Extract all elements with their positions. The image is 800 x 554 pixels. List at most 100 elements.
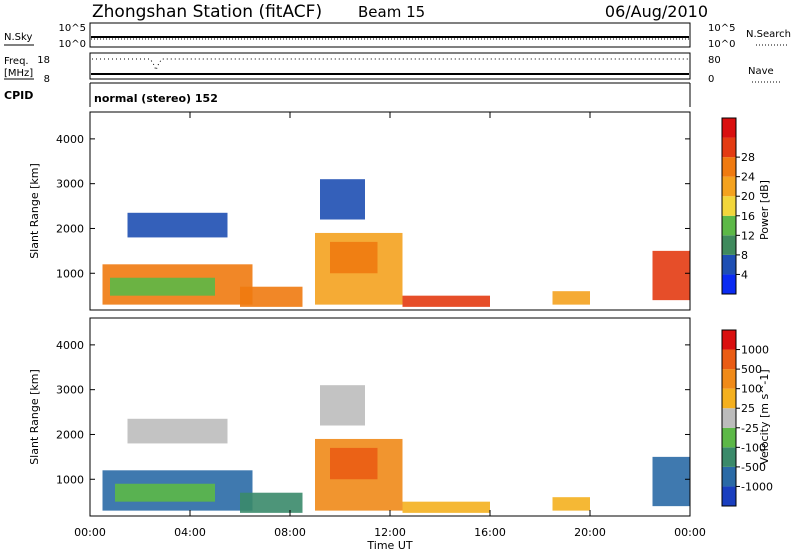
power-colorbar-swatch	[722, 254, 736, 275]
freq-left-tick-bottom: 8	[44, 74, 50, 85]
power-colorbar-tick-label: 8	[741, 249, 748, 262]
power-ylabel: Slant Range [km]	[28, 163, 41, 259]
station-title: Zhongshan Station (fitACF)	[92, 2, 322, 22]
power-colorbar-swatch	[722, 137, 736, 158]
velocity-data-region	[652, 456, 690, 507]
time-tick-label: 16:00	[474, 526, 506, 539]
velocity-colorbar-tick-label: -100	[741, 441, 766, 454]
velocity-data-regions	[102, 385, 690, 513]
time-tick-label: 04:00	[174, 526, 206, 539]
velocity-colorbar-tick-label: 100	[741, 383, 762, 396]
velocity-ytick-label: 4000	[56, 339, 84, 352]
power-colorbar: 4 8 12 16 20 24 28	[721, 117, 755, 295]
power-colorbar-swatch	[722, 235, 736, 255]
velocity-colorbar: 1000 500 100 25 -25 -100 -500 -1000	[721, 329, 773, 507]
velocity-colorbar-swatch	[722, 486, 736, 506]
velocity-ytick-label: 2000	[56, 428, 84, 441]
freq-panel: Freq. [MHz] 18 8 80 0 Nave CPID	[4, 52, 780, 102]
velocity-data-region	[330, 447, 378, 480]
velocity-data-region	[402, 501, 490, 513]
power-panel: 1000 2000 3000 4000 Slant Range [km] 4 8 12 16…	[28, 111, 771, 311]
power-colorbar-label: Power [dB]	[758, 180, 771, 240]
freq-panel-frame	[89, 52, 691, 80]
power-ytick-label: 1000	[56, 267, 84, 280]
power-ytick-label: 2000	[56, 222, 84, 235]
power-colorbar-tick-label: 24	[741, 171, 755, 184]
freq-label-line2: [MHz]	[4, 68, 33, 79]
noise-sky-label: N.Sky	[4, 32, 32, 43]
beam-label: Beam 15	[358, 3, 425, 21]
nave-label: Nave	[748, 66, 774, 77]
noise-left-tick-top: 10^5	[59, 23, 86, 34]
date-label: 06/Aug/2010	[605, 2, 708, 21]
cpid-panel: normal (stereo) 152	[89, 82, 691, 107]
velocity-colorbar-swatch	[722, 388, 736, 409]
power-data-region	[240, 286, 303, 307]
power-colorbar-swatch	[722, 157, 736, 177]
freq-right-tick-top: 80	[708, 55, 721, 66]
power-data-region	[110, 277, 215, 296]
velocity-colorbar-tick-label: -500	[741, 461, 766, 474]
velocity-ytick-label: 3000	[56, 384, 84, 397]
freq-label-line1: Freq.	[4, 56, 29, 67]
time-tick-label: 12:00	[374, 526, 406, 539]
velocity-colorbar-label: Velocity [m s^-1]	[758, 369, 771, 464]
velocity-colorbar-swatch	[722, 447, 736, 467]
power-data-region	[330, 241, 378, 274]
time-tick-label: 08:00	[274, 526, 306, 539]
velocity-colorbar-swatch	[722, 349, 736, 370]
power-colorbar-tick-label: 28	[741, 151, 755, 164]
power-data-region	[652, 250, 690, 301]
velocity-colorbar-tick-label: 1000	[741, 344, 769, 357]
freq-right-tick-bottom: 0	[708, 74, 714, 85]
noise-right-tick-bottom: 10^0	[708, 39, 735, 50]
velocity-ylabel: Slant Range [km]	[28, 369, 41, 465]
power-colorbar-border	[721, 117, 737, 295]
noise-panel-frame	[89, 22, 691, 48]
power-data-region	[127, 212, 228, 238]
time-tick-label: 20:00	[574, 526, 606, 539]
power-colorbar-tick-label: 12	[741, 229, 755, 242]
power-colorbar-swatch	[722, 215, 736, 236]
noise-panel: N.Sky 10^5 10^0 10^5 10^0 N.Search	[4, 22, 791, 50]
freq-left-tick-top: 18	[37, 55, 50, 66]
power-y-axis: 1000 2000 3000 4000	[56, 133, 690, 280]
power-data-region	[402, 295, 490, 307]
velocity-data-region	[240, 492, 303, 513]
velocity-colorbar-tick-label: 25	[741, 402, 755, 415]
power-colorbar-swatch	[722, 176, 736, 197]
cpid-label: CPID	[4, 89, 33, 102]
velocity-y-axis: 1000 2000 3000 4000	[56, 339, 690, 486]
cpid-text: normal (stereo) 152	[94, 92, 218, 105]
velocity-colorbar-swatch	[722, 330, 736, 350]
power-ytick-label: 4000	[56, 133, 84, 146]
velocity-panel: 1000 2000 3000 4000 00:00 04:00 08:00 12:00 16:…	[28, 112, 773, 552]
time-tick-label: 00:00	[74, 526, 106, 539]
velocity-colorbar-swatch	[722, 427, 736, 448]
power-colorbar-swatch	[722, 118, 736, 138]
velocity-xlabel: Time UT	[366, 539, 412, 552]
velocity-colorbar-swatch	[722, 369, 736, 389]
velocity-colorbar-border	[721, 329, 737, 507]
velocity-colorbar-tick-label: -1000	[741, 480, 773, 493]
power-data-regions	[102, 179, 690, 307]
velocity-x-axis: 00:00 04:00 08:00 12:00 16:00 20:00 00:00	[74, 112, 706, 539]
power-data-region	[552, 291, 590, 305]
noise-search-label: N.Search	[746, 29, 791, 40]
velocity-colorbar-swatch	[722, 466, 736, 487]
velocity-colorbar-swatch	[722, 408, 736, 428]
power-ytick-label: 3000	[56, 178, 84, 191]
power-colorbar-tick-label: 4	[741, 268, 748, 281]
power-colorbar-swatch	[722, 274, 736, 294]
velocity-data-region	[320, 385, 365, 426]
velocity-ytick-label: 1000	[56, 473, 84, 486]
time-tick-label: 00:00	[674, 526, 706, 539]
power-colorbar-tick-label: 20	[741, 190, 755, 203]
noise-right-tick-top: 10^5	[708, 23, 735, 34]
velocity-data-region	[127, 418, 228, 444]
nave-trace	[92, 58, 688, 72]
power-colorbar-swatch	[722, 196, 736, 216]
power-data-region	[320, 179, 365, 220]
velocity-colorbar-tick-label: 500	[741, 363, 762, 376]
